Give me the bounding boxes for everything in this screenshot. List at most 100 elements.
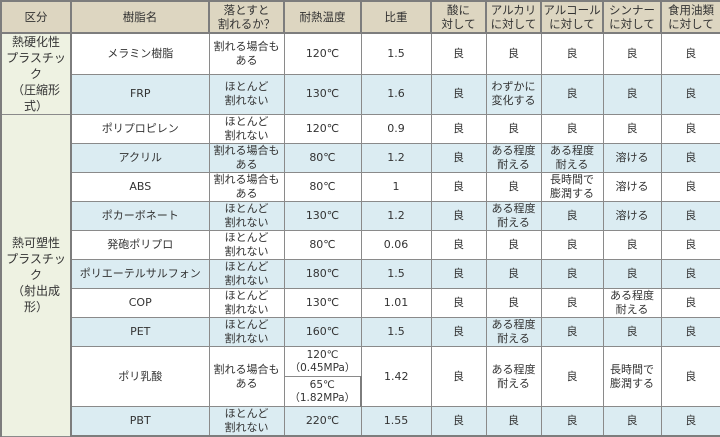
- specific-gravity-cell: 1.5: [360, 259, 432, 289]
- heat-resistance-cell: 130℃: [283, 73, 362, 116]
- header-acid: 酸に 対して: [430, 0, 487, 34]
- alkali-resistance-cell: 良: [485, 406, 542, 437]
- heat-resistance-cell: 120℃ （0.45MPa）: [283, 346, 362, 377]
- header-row: 区分 樹脂名 落とすと 割れるか？ 耐熱温度 比重 酸に 対して アルカリ に対して アルコー…: [0, 0, 720, 34]
- header-specific-gravity: 比重: [360, 0, 432, 34]
- thinner-resistance-cell: 良: [602, 73, 662, 116]
- thinner-resistance-cell: 良: [602, 32, 662, 75]
- oil-resistance-cell: 良: [660, 317, 720, 347]
- oil-resistance-cell: 良: [660, 143, 720, 173]
- table-row: FRP ほとんど 割れない 130℃ 1.6 良わずかに 変化する良良良: [1, 73, 720, 116]
- acid-resistance-cell: 良: [430, 73, 487, 116]
- thinner-resistance-cell: 溶ける: [602, 172, 662, 202]
- resin-name: ポリ乳酸: [70, 346, 210, 407]
- table-row: ポリエーテルサルフォン ほとんど 割れない 180℃ 1.5 良良良良良: [1, 259, 720, 289]
- thinner-resistance-cell: 良: [602, 317, 662, 347]
- alkali-resistance-cell: 良: [485, 172, 542, 202]
- alcohol-resistance-cell: 良: [540, 288, 604, 318]
- resin-name: FRP: [70, 73, 210, 116]
- thinner-resistance-cell: 良: [602, 406, 662, 437]
- table-row: PBT ほとんど 割れない 220℃ 1.55 良良良良良: [1, 406, 720, 437]
- header-drop-break: 落とすと 割れるか？: [208, 0, 285, 34]
- resin-name: PET: [70, 317, 210, 347]
- acid-resistance-cell: 良: [430, 346, 487, 407]
- oil-resistance-cell: 良: [660, 172, 720, 202]
- header-alcohol: アルコール に対して: [540, 0, 604, 34]
- specific-gravity-cell: 1.6: [360, 73, 432, 116]
- thinner-resistance-cell: 長時間で 膨潤する: [602, 346, 662, 407]
- resin-name: PBT: [70, 406, 210, 437]
- alkali-resistance-cell: 良: [485, 230, 542, 260]
- acid-resistance-cell: 良: [430, 201, 487, 231]
- alkali-resistance-cell: 良: [485, 288, 542, 318]
- heat-resistance-cell: 120℃: [283, 114, 362, 144]
- header-category: 区分: [0, 0, 72, 34]
- alcohol-resistance-cell: 良: [540, 259, 604, 289]
- heat-resistance-cell: 130℃: [283, 288, 362, 318]
- table-row-continuation: 65℃ （1.82MPa）: [1, 376, 720, 407]
- alcohol-resistance-cell: 良: [540, 32, 604, 75]
- acid-resistance-cell: 良: [430, 288, 487, 318]
- resin-name: ポカーボネート: [70, 201, 210, 231]
- alcohol-resistance-cell: 良: [540, 73, 604, 116]
- drop-break-cell: 割れる場合も ある: [208, 32, 285, 75]
- specific-gravity-cell: 0.06: [360, 230, 432, 260]
- header-thinner: シンナー に対して: [602, 0, 662, 34]
- specific-gravity-cell: 1.2: [360, 201, 432, 231]
- drop-break-cell: ほとんど 割れない: [208, 201, 285, 231]
- drop-break-cell: 割れる場合も ある: [208, 346, 285, 407]
- alcohol-resistance-cell: 良: [540, 230, 604, 260]
- oil-resistance-cell: 良: [660, 32, 720, 75]
- thinner-resistance-cell: 良: [602, 230, 662, 260]
- heat-resistance-cell: 80℃: [283, 172, 362, 202]
- table-row: 熱可塑性 プラスチック （射出成形） ポリプロピレン ほとんど 割れない 120℃ 0.…: [0, 114, 720, 437]
- drop-break-cell: 割れる場合も ある: [208, 143, 285, 173]
- drop-break-cell: ほとんど 割れない: [208, 73, 285, 116]
- alcohol-resistance-cell: 良: [540, 317, 604, 347]
- thinner-resistance-cell: 溶ける: [602, 201, 662, 231]
- alcohol-resistance-cell: 良: [540, 406, 604, 437]
- heat-resistance-cell: 130℃: [283, 201, 362, 231]
- header-edible-oil: 食用油類 に対して: [660, 0, 720, 34]
- category-cell: 熱可塑性 プラスチック （射出成形）: [0, 114, 72, 437]
- heat-resistance-cell: 80℃: [283, 143, 362, 173]
- acid-resistance-cell: 良: [430, 143, 487, 173]
- alkali-resistance-cell: 良: [485, 32, 542, 75]
- resin-name: COP: [70, 288, 210, 318]
- alcohol-resistance-cell: ある程度 耐える: [540, 143, 604, 173]
- table-row: 発砲ポリプロ ほとんど 割れない 80℃ 0.06 良良良良良: [1, 230, 720, 260]
- table-row: 熱硬化性 プラスチック （圧縮形式） メラミン樹脂 割れる場合も ある 120℃ 1.5…: [0, 32, 720, 115]
- drop-break-cell: ほとんど 割れない: [208, 317, 285, 347]
- resin-name: 発砲ポリプロ: [70, 230, 210, 260]
- specific-gravity-cell: 1.2: [360, 143, 432, 173]
- alcohol-resistance-cell: 良: [540, 201, 604, 231]
- specific-gravity-cell: 1.42: [360, 346, 432, 407]
- table-row: ポカーボネート ほとんど 割れない 130℃ 1.2 良ある程度 耐える良溶ける良: [1, 201, 720, 231]
- heat-resistance-cell: 120℃: [283, 32, 362, 75]
- alkali-resistance-cell: ある程度 耐える: [485, 317, 542, 347]
- specific-gravity-cell: 1.55: [360, 406, 432, 437]
- heat-resistance-cell: 80℃: [283, 230, 362, 260]
- drop-break-cell: 割れる場合も ある: [208, 172, 285, 202]
- drop-break-cell: ほとんど 割れない: [208, 230, 285, 260]
- header-alkali: アルカリ に対して: [485, 0, 542, 34]
- alkali-resistance-cell: 良: [485, 259, 542, 289]
- acid-resistance-cell: 良: [430, 114, 487, 144]
- acid-resistance-cell: 良: [430, 32, 487, 75]
- acid-resistance-cell: 良: [430, 406, 487, 437]
- oil-resistance-cell: 良: [660, 288, 720, 318]
- specific-gravity-cell: 1.01: [360, 288, 432, 318]
- acid-resistance-cell: 良: [430, 230, 487, 260]
- drop-break-cell: ほとんど 割れない: [208, 406, 285, 437]
- alkali-resistance-cell: ある程度 耐える: [485, 143, 542, 173]
- resin-name: メラミン樹脂: [70, 32, 210, 75]
- oil-resistance-cell: 良: [660, 406, 720, 437]
- drop-break-cell: ほとんど 割れない: [208, 259, 285, 289]
- acid-resistance-cell: 良: [430, 259, 487, 289]
- alkali-resistance-cell: ある程度 耐える: [485, 346, 542, 407]
- heat-resistance-cell: 65℃ （1.82MPa）: [283, 376, 362, 407]
- heat-resistance-cell: 180℃: [283, 259, 362, 289]
- thinner-resistance-cell: 溶ける: [602, 143, 662, 173]
- table-row: アクリル 割れる場合も ある 80℃ 1.2 良ある程度 耐える ある程度 耐える 溶ける良: [1, 143, 720, 173]
